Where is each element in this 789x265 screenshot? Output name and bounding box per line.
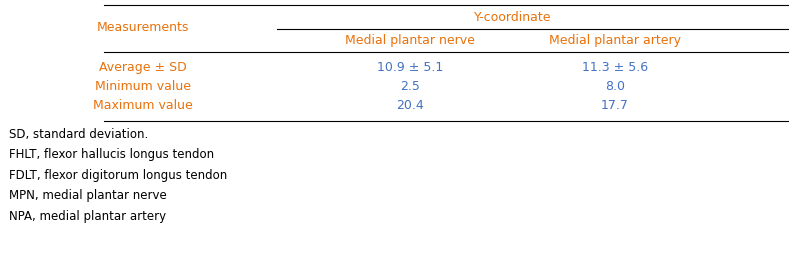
Text: 20.4: 20.4 [396, 99, 424, 112]
Text: Y-coordinate: Y-coordinate [473, 11, 552, 24]
Text: 10.9 ± 5.1: 10.9 ± 5.1 [377, 61, 443, 74]
Text: Measurements: Measurements [97, 21, 189, 34]
Text: 17.7: 17.7 [600, 99, 629, 112]
Text: 11.3 ± 5.6: 11.3 ± 5.6 [581, 61, 648, 74]
Text: Medial plantar nerve: Medial plantar nerve [346, 34, 475, 47]
Text: Maximum value: Maximum value [93, 99, 193, 112]
Text: NPA, medial plantar artery: NPA, medial plantar artery [9, 210, 166, 223]
Text: MPN, medial plantar nerve: MPN, medial plantar nerve [9, 189, 167, 202]
Text: Minimum value: Minimum value [95, 80, 191, 93]
Text: Average ± SD: Average ± SD [99, 61, 187, 74]
Text: 8.0: 8.0 [604, 80, 625, 93]
Text: FDLT, flexor digitorum longus tendon: FDLT, flexor digitorum longus tendon [9, 169, 227, 182]
Text: Medial plantar artery: Medial plantar artery [548, 34, 681, 47]
Text: FHLT, flexor hallucis longus tendon: FHLT, flexor hallucis longus tendon [9, 148, 215, 161]
Text: 2.5: 2.5 [400, 80, 421, 93]
Text: SD, standard deviation.: SD, standard deviation. [9, 128, 148, 141]
